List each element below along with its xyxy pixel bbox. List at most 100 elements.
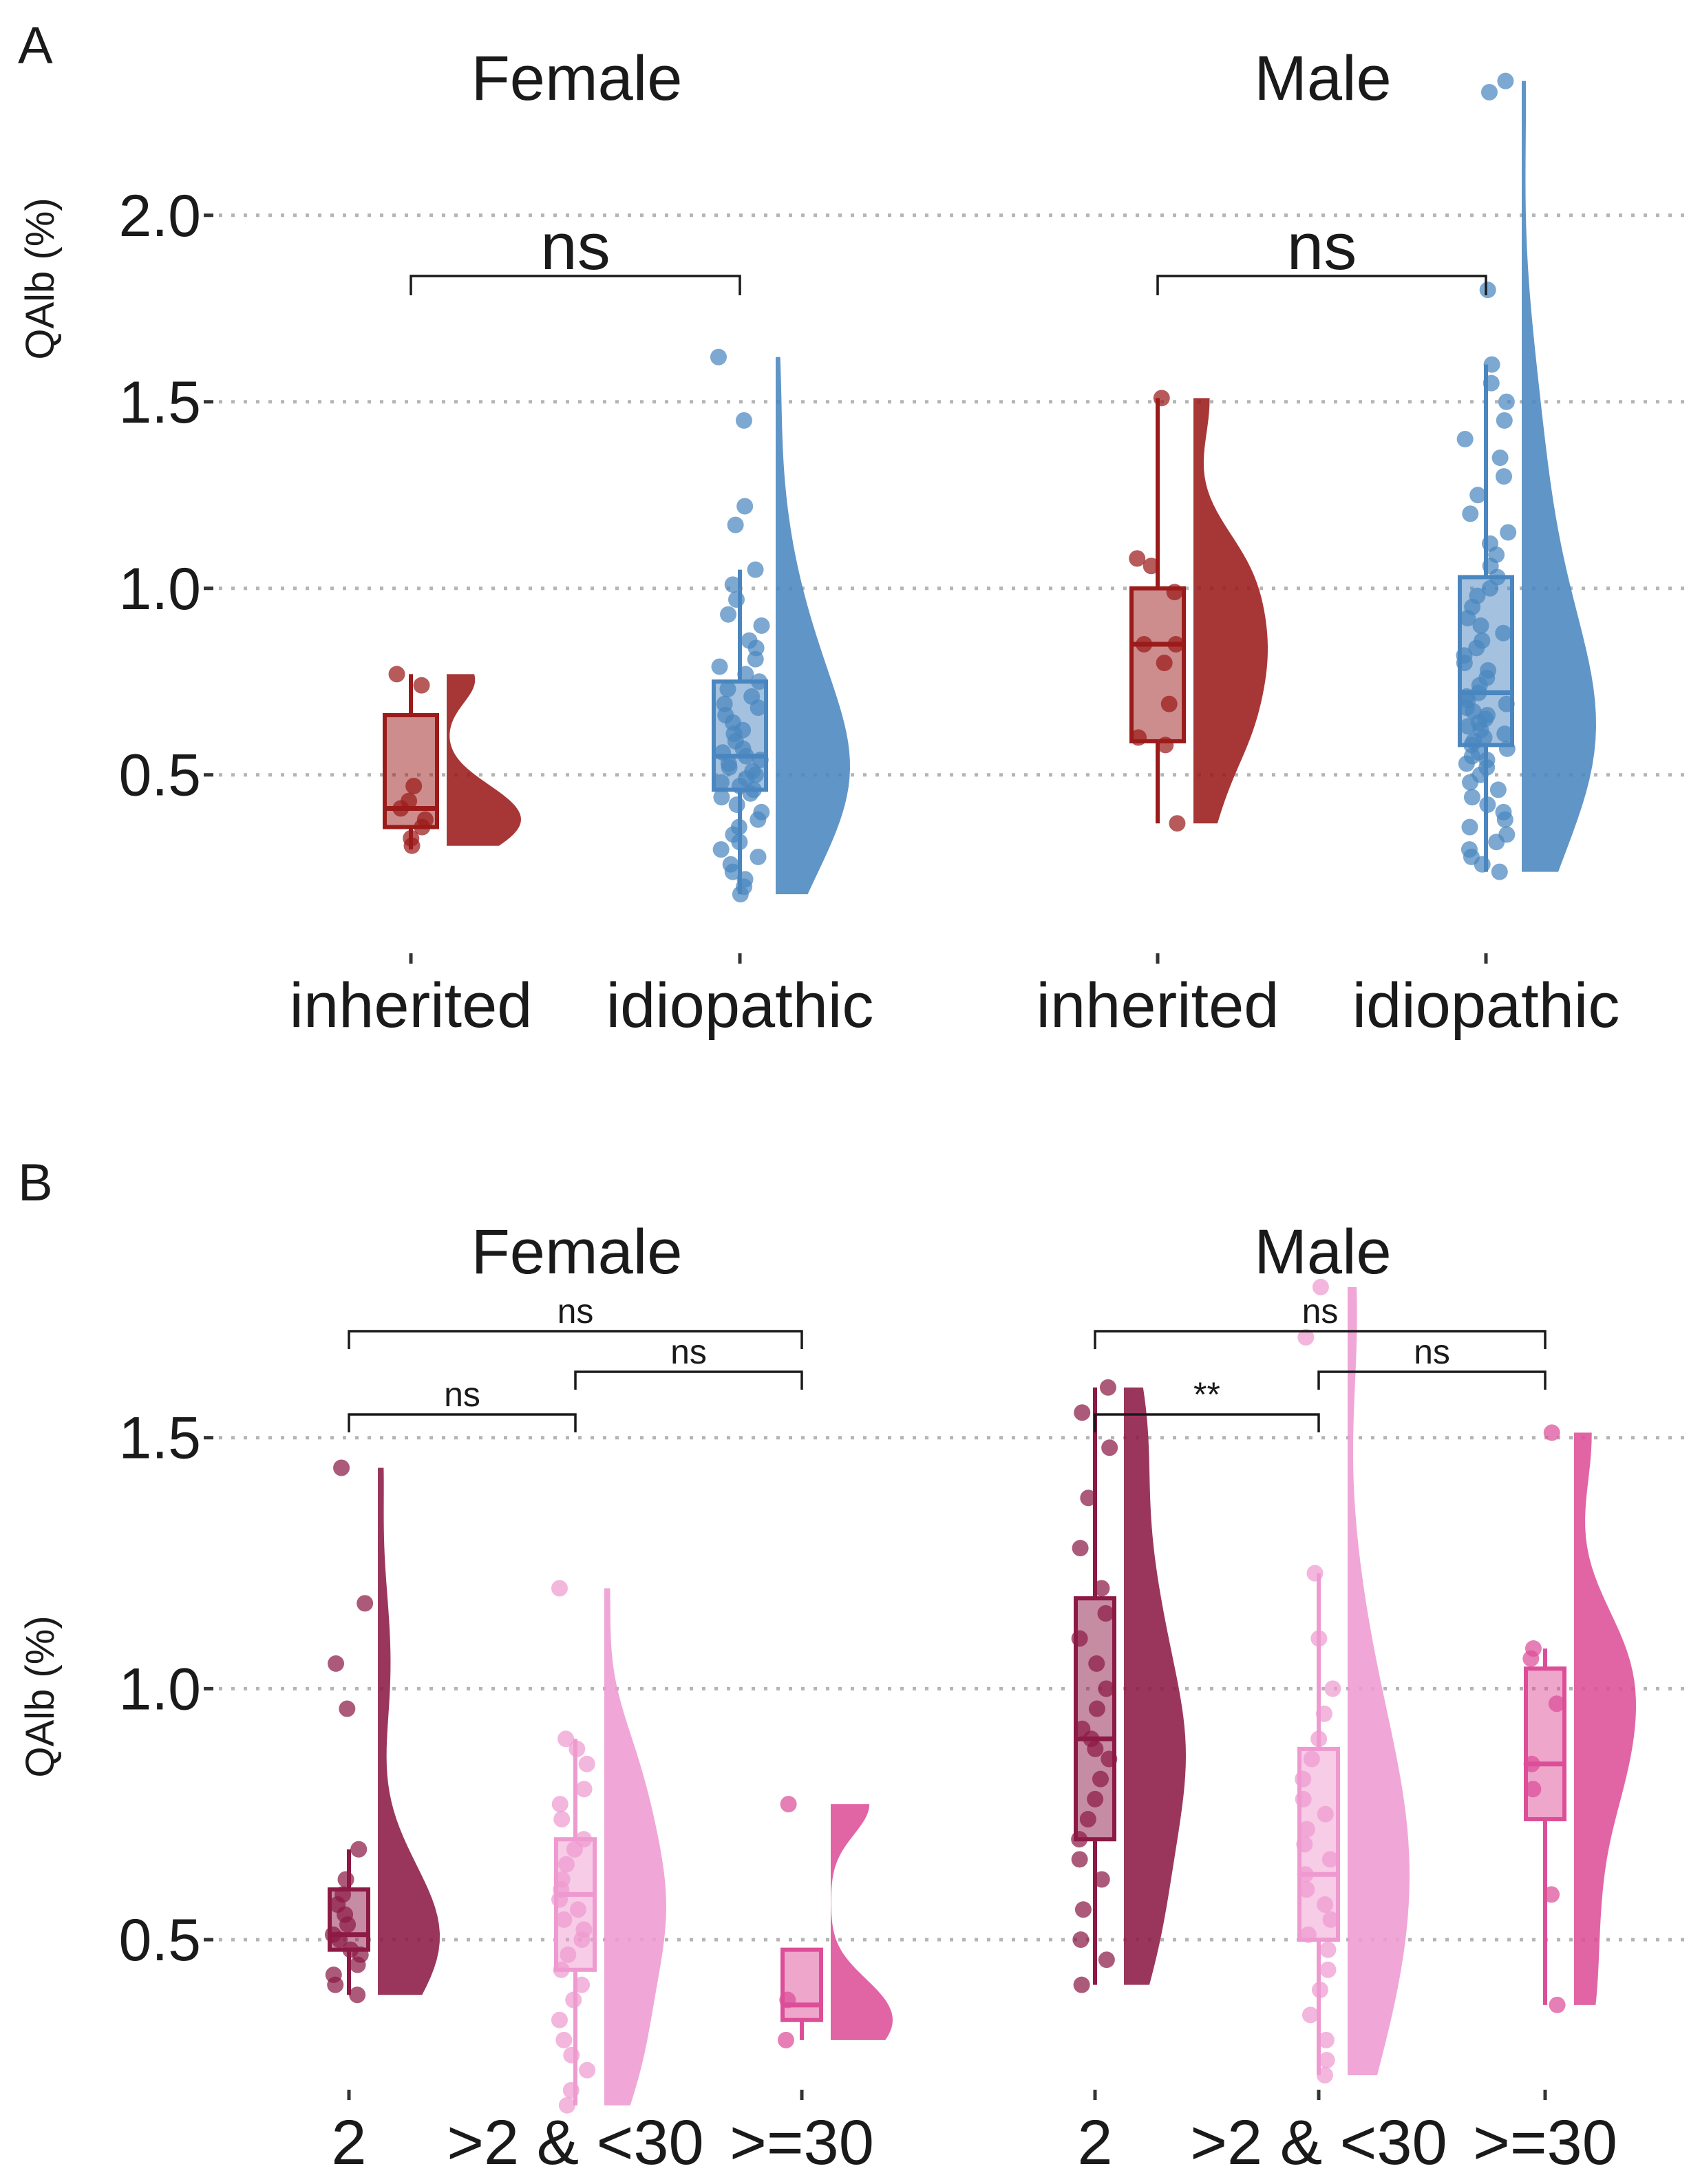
panel-a-female-idiopathic-point: [750, 848, 767, 865]
panel-b-male-ge30-point: [1522, 1650, 1540, 1667]
panel-a-female-inherited-point: [405, 777, 423, 794]
panel-a-female-idiopathic-point: [720, 606, 737, 623]
panel-b-female-ge30-point: [778, 2031, 795, 2048]
panel-a-female-idiopathic-x-tick-label: idiopathic: [606, 971, 874, 1041]
panel-a-male-idiopathic-point: [1459, 718, 1476, 735]
panel-b-male-2-point: [1098, 1951, 1115, 1969]
panel-b-male-comparison-gt2-and-lt30-vs-ge30-bracket: [1317, 1370, 1547, 1390]
panel-a-male-idiopathic-point: [1489, 781, 1507, 798]
panel-a-letter: A: [18, 17, 53, 75]
panel-a-female-idiopathic-point: [732, 886, 749, 903]
panel-a-male-idiopathic-point: [1474, 856, 1491, 873]
panel-a-female-idiopathic-point: [750, 811, 767, 828]
panel-b-female-gt2-and-lt30-point: [557, 1730, 575, 1748]
panel-b-male-gt2-and-lt30-point: [1317, 1805, 1334, 1823]
panel-a-male-inherited-violin: [1193, 398, 1268, 824]
panel-a-male-inherited-point: [1160, 695, 1178, 712]
panel-b-male-2-point: [1099, 1379, 1116, 1396]
panel-a-male-inherited-point: [1129, 550, 1146, 567]
panel-b-male-gt2-and-lt30-point: [1310, 1630, 1328, 1647]
panel-b-female-gt2-and-lt30-point: [551, 1891, 569, 1908]
panel-a-male-idiopathic-point: [1472, 617, 1489, 634]
panel-a-male-idiopathic-point: [1497, 72, 1514, 89]
panel-b-female-comparison-2-vs-ge30-bracket: [348, 1330, 803, 1349]
panel-b-female-2-point: [350, 1841, 368, 1858]
panel-a-male-idiopathic-point: [1496, 725, 1513, 743]
panel-a-male-idiopathic-point: [1468, 639, 1485, 657]
panel-a-female-idiopathic-point: [728, 796, 745, 814]
panel-b-male-comparison-2-vs-ge30-bracket: [1094, 1330, 1547, 1349]
panel-a-male-idiopathic-point: [1461, 818, 1478, 836]
panel-b-male-2-point: [1079, 1811, 1096, 1827]
panel-b-male-2-x-tick-label: 2: [1077, 2108, 1112, 2178]
panel-b-female-gt2-and-lt30-point: [575, 1781, 593, 1798]
panel-a-male-inherited-point: [1136, 636, 1153, 653]
panel-b-female-gt2-and-lt30-point: [560, 1946, 577, 1963]
panel-a-female-idiopathic-point: [750, 699, 767, 717]
panel-b-male-gt2-and-lt30-point: [1306, 1565, 1324, 1582]
panel-b-male-2-point: [1101, 1750, 1118, 1768]
panel-a-female-idiopathic-point: [719, 681, 736, 698]
panel-a-male-idiopathic-point: [1462, 505, 1479, 522]
panel-a-female-idiopathic-point: [712, 841, 730, 858]
panel-b-male-ge30-point: [1548, 1695, 1565, 1713]
panel-a-female-idiopathic-point: [727, 516, 744, 533]
panel-a-female-idiopathic-point: [742, 785, 759, 802]
panel-b-male-ge30-x-tick-label: >=30: [1473, 2108, 1617, 2178]
panel-a-female-inherited-x-tick-label: inherited: [290, 971, 533, 1041]
panel-b-male-gt2-and-lt30-point: [1322, 1911, 1339, 1928]
panel-b-male-2-point: [1074, 1901, 1092, 1918]
panel-b-male-gt2-and-lt30-point: [1303, 1750, 1320, 1768]
panel-b-letter: B: [18, 1154, 53, 1212]
panel-b-female-gt2-and-lt30-violin: [604, 1588, 666, 2106]
panel-b-male-gt2-and-lt30-point: [1311, 1981, 1328, 1998]
panel-b-y-tick-label-1-0: 1.0: [118, 1656, 201, 1722]
panel-a-y-tick-label-1-0: 1.0: [118, 556, 201, 622]
panel-a-female-inherited-point: [403, 837, 421, 854]
panel-b-male-2-point: [1071, 1851, 1088, 1868]
panel-b-male-gt2-and-lt30-point: [1324, 1680, 1341, 1697]
panel-a-female-idiopathic-point: [731, 834, 748, 851]
panel-a-male-inherited-point: [1156, 655, 1173, 672]
panel-b-female-gt2-and-lt30-point: [558, 2097, 575, 2114]
panel-a-male-idiopathic-point: [1488, 834, 1505, 851]
panel-a-male-idiopathic-x-tick-label: idiopathic: [1352, 971, 1620, 1041]
panel-b-male-gt2-and-lt30-point: [1301, 2006, 1319, 2024]
panel-b-female-ge30-point: [779, 1991, 796, 2008]
panel-b-female-comparison-gt2-and-lt30-vs-ge30-bracket: [574, 1370, 803, 1390]
panel-b-female-ge30-box: [780, 1947, 823, 2022]
panel-b-female-gt2-and-lt30-point: [573, 1931, 591, 1949]
panel-b-male-gt2-and-lt30-point: [1310, 1730, 1328, 1748]
panel-a-female-idiopathic-point: [736, 498, 754, 515]
panel-a-y-tick-label-2-0: 2.0: [118, 183, 201, 249]
panel-b-female-gt2-and-lt30-point: [565, 1991, 582, 2008]
panel-a-female-inherited-violin: [447, 674, 521, 846]
panel-b-female-gt2-and-lt30-point: [578, 1755, 595, 1772]
panel-b-female-gt2-and-lt30-x-tick-label: >2 & <30: [447, 2108, 703, 2178]
panel-a-male-inherited-point: [1153, 390, 1170, 407]
panel-b-female-2-point: [327, 1976, 344, 1993]
panel-b-female-gt2-and-lt30-point: [562, 2081, 580, 2099]
panel-b-female-ge30-violin: [831, 1804, 893, 2040]
panel-b-female-2-point: [339, 1700, 356, 1717]
panel-b-male-2-point: [1080, 1489, 1097, 1507]
panel-b-male-gt2-and-lt30-point: [1316, 2066, 1333, 2084]
panel-a-male-idiopathic-point: [1463, 789, 1480, 806]
panel-b-male-facet: Male 2 >2 & <30 >=30 ** ns ns: [1071, 1217, 1636, 2178]
panel-a-male-idiopathic-point: [1458, 755, 1475, 772]
panel-b-y-axis-label: QAlb (%): [18, 1615, 63, 1777]
panel-b-male-2-point: [1093, 1580, 1110, 1597]
panel-a-male-inherited-point: [1166, 584, 1183, 601]
panel-a-male-idiopathic-point: [1500, 524, 1517, 541]
panel-a-female-idiopathic-point: [747, 650, 764, 668]
panel-a-y-tick-label-1-5: 1.5: [118, 370, 201, 436]
panel-b-male-gt2-and-lt30-point: [1312, 1278, 1329, 1295]
panel-b-male-ge30-point: [1543, 1424, 1560, 1441]
panel-a-male-inherited-point: [1157, 736, 1174, 754]
panel-a-female-facet: Female inherited idiopathic ns: [290, 43, 874, 1041]
panel-a-male-inherited-point: [1169, 815, 1186, 832]
panel-b-female-comparison-2-vs-ge30-label: ns: [557, 1292, 594, 1330]
panel-b-male-ge30-point: [1523, 1755, 1540, 1772]
panel-b-male-comparison-2-vs-gt2-and-lt30-bracket: [1094, 1413, 1320, 1432]
